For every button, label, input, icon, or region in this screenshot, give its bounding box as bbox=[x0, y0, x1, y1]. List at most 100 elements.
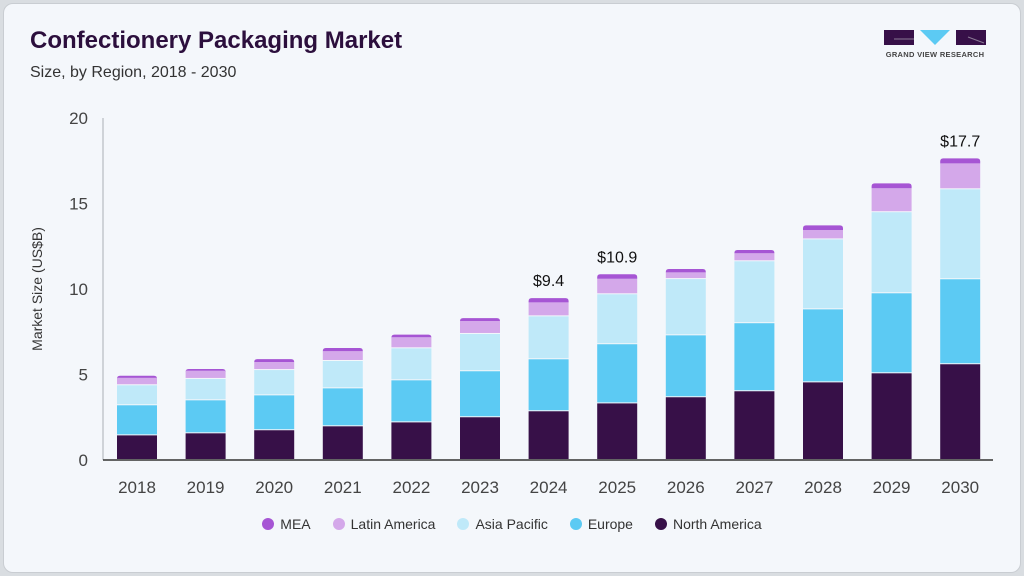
chart-card bbox=[3, 3, 1021, 573]
legend-label: Europe bbox=[587, 516, 633, 532]
total-label: $9.4 bbox=[533, 273, 564, 290]
bar-segment-mea bbox=[871, 183, 912, 189]
y-tick-label: 20 bbox=[69, 109, 88, 128]
bar-segment-mea bbox=[460, 318, 500, 322]
bar-segment-asia-pacific bbox=[940, 189, 981, 279]
bar-segment-latin-america bbox=[871, 188, 912, 212]
bar-2024 bbox=[528, 298, 569, 459]
legend-swatch-icon bbox=[262, 518, 275, 530]
total-label: $10.9 bbox=[597, 249, 637, 266]
logo-text: GRAND VIEW RESEARCH bbox=[885, 50, 985, 59]
grand-view-research-logo: GRAND VIEW RESEARCH bbox=[884, 28, 986, 62]
bar-segment-europe bbox=[871, 293, 912, 373]
bar-segment-europe bbox=[734, 323, 775, 391]
bar-segment-europe bbox=[940, 279, 981, 364]
bar-segment-north-america bbox=[528, 411, 569, 459]
bar-segment-mea bbox=[597, 274, 638, 279]
x-tick-label: 2030 bbox=[941, 478, 979, 497]
bar-2027 bbox=[734, 250, 775, 459]
legend-item-mea[interactable]: MEA bbox=[262, 516, 311, 532]
y-axis: 0 5 10 15 20 bbox=[69, 109, 104, 470]
bar-segment-mea bbox=[940, 158, 981, 164]
bar-segment-latin-america bbox=[460, 320, 500, 333]
x-tick-label: 2023 bbox=[461, 478, 499, 497]
bar-segment-mea bbox=[322, 347, 363, 352]
bar-segment-north-america bbox=[117, 435, 157, 459]
bar-segment-mea bbox=[185, 369, 226, 373]
bar-segment-latin-america bbox=[117, 377, 157, 385]
bar-segment-latin-america bbox=[940, 163, 981, 189]
bar-segment-asia-pacific bbox=[117, 385, 157, 405]
legend-swatch-icon bbox=[654, 518, 667, 530]
bar-segment-north-america bbox=[940, 364, 981, 459]
bar-segment-latin-america bbox=[597, 278, 638, 294]
bar-segment-asia-pacific bbox=[734, 261, 775, 323]
bar-2021 bbox=[322, 347, 363, 459]
bar-2022 bbox=[391, 334, 432, 459]
bar-2029 bbox=[871, 183, 912, 459]
total-label: $17.7 bbox=[940, 133, 980, 150]
x-tick-label: 2029 bbox=[873, 478, 911, 497]
legend: MEA Latin America Asia Pacific Europe North … bbox=[0, 516, 1024, 532]
legend-swatch-icon bbox=[457, 518, 470, 530]
bar-segment-europe bbox=[528, 359, 569, 411]
bar-segment-asia-pacific bbox=[254, 370, 295, 395]
bar-2023 bbox=[460, 318, 500, 459]
bar-segment-north-america bbox=[254, 430, 295, 459]
y-axis-label: Market Size (US$B) bbox=[29, 227, 45, 351]
chart-title: Confectionery Packaging Market bbox=[30, 27, 403, 54]
x-tick-label: 2028 bbox=[804, 478, 842, 497]
x-tick-label: 2019 bbox=[187, 478, 225, 497]
bar-segment-mea bbox=[391, 334, 432, 338]
y-tick-label: 10 bbox=[69, 280, 88, 299]
x-tick-label: 2026 bbox=[667, 478, 705, 497]
bar-segment-europe bbox=[185, 400, 226, 433]
x-tick-label: 2025 bbox=[598, 478, 636, 497]
bar-2025 bbox=[597, 274, 638, 459]
legend-item-latin-america[interactable]: Latin America bbox=[332, 516, 436, 532]
bar-segment-europe bbox=[322, 388, 363, 426]
bar-segment-north-america bbox=[597, 403, 638, 459]
x-tick-label: 2021 bbox=[324, 478, 362, 497]
bar-segment-asia-pacific bbox=[391, 348, 432, 380]
x-tick-label: 2020 bbox=[255, 478, 293, 497]
bar-segment-asia-pacific bbox=[322, 360, 363, 388]
bar-segment-latin-america bbox=[528, 302, 569, 316]
legend-swatch-icon bbox=[332, 518, 345, 530]
bar-2019 bbox=[185, 369, 226, 459]
bar-segment-north-america bbox=[322, 426, 363, 459]
bar-segment-latin-america bbox=[803, 230, 843, 239]
legend-label: MEA bbox=[280, 516, 311, 532]
legend-item-north-america[interactable]: North America bbox=[654, 516, 762, 532]
bars: $9.4 $10.9 $17.7 bbox=[117, 133, 980, 459]
legend-item-europe[interactable]: Europe bbox=[569, 516, 633, 532]
bar-segment-north-america bbox=[803, 382, 843, 459]
legend-label: Latin America bbox=[350, 516, 436, 532]
bar-segment-north-america bbox=[665, 397, 706, 459]
bar-segment-europe bbox=[117, 405, 157, 435]
bar-segment-latin-america bbox=[254, 362, 295, 370]
bar-segment-latin-america bbox=[734, 253, 775, 261]
bar-2030 bbox=[940, 158, 981, 459]
bar-segment-asia-pacific bbox=[460, 333, 500, 371]
legend-swatch-icon bbox=[569, 518, 582, 530]
bar-segment-north-america bbox=[460, 417, 500, 459]
bar-segment-asia-pacific bbox=[871, 212, 912, 293]
bar-segment-mea bbox=[734, 250, 775, 254]
legend-item-asia-pacific[interactable]: Asia Pacific bbox=[457, 516, 548, 532]
bar-2026 bbox=[665, 268, 706, 459]
bar-segment-asia-pacific bbox=[597, 294, 638, 344]
x-tick-label: 2024 bbox=[530, 478, 568, 497]
bar-segment-mea bbox=[803, 225, 843, 231]
bar-segment-europe bbox=[460, 371, 500, 417]
bar-segment-north-america bbox=[391, 422, 432, 459]
x-tick-label: 2022 bbox=[392, 478, 430, 497]
legend-label: Asia Pacific bbox=[475, 516, 548, 532]
bar-segment-north-america bbox=[871, 373, 912, 459]
y-tick-label: 15 bbox=[69, 195, 88, 214]
bar-segment-mea bbox=[117, 375, 157, 379]
chart-subtitle: Size, by Region, 2018 - 2030 bbox=[30, 64, 237, 81]
bar-segment-latin-america bbox=[322, 351, 363, 360]
bar-segment-europe bbox=[803, 309, 843, 382]
